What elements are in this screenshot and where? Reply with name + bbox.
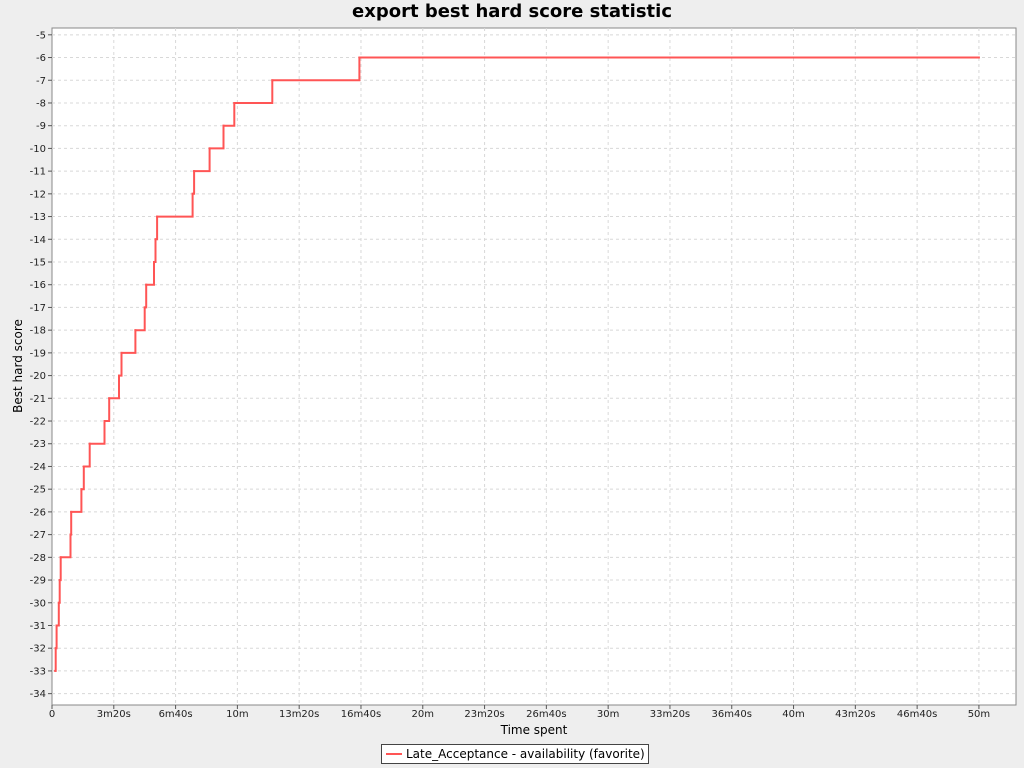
y-tick-label: -31 [30, 621, 46, 632]
y-tick-label: -24 [30, 462, 46, 473]
grid-lines [52, 28, 1016, 705]
y-tick-label: -13 [30, 212, 46, 223]
data-point [191, 192, 194, 195]
x-tick-label: 10m [226, 709, 248, 720]
data-point [55, 624, 58, 627]
legend-swatch [386, 753, 402, 755]
y-tick-label: -20 [30, 371, 46, 382]
legend-label: Late_Acceptance - availability (favorite… [406, 747, 645, 761]
data-point [222, 124, 225, 127]
data-point [88, 442, 91, 445]
data-point [154, 238, 157, 241]
x-tick-label: 30m [597, 709, 619, 720]
legend: Late_Acceptance - availability (favorite… [381, 744, 649, 764]
x-tick-label: 6m40s [159, 709, 193, 720]
x-tick-label: 43m20s [835, 709, 875, 720]
y-tick-label: -34 [30, 689, 46, 700]
chart-title: export best hard score statistic [352, 1, 672, 22]
y-tick-label: -7 [36, 76, 46, 87]
y-tick-label: -19 [30, 348, 46, 359]
y-tick-label: -23 [30, 439, 46, 450]
y-tick-label: -21 [30, 394, 46, 405]
y-tick-label: -33 [30, 666, 46, 677]
x-tick-label: 23m20s [464, 709, 504, 720]
data-point [59, 556, 62, 559]
data-point [233, 102, 236, 104]
y-tick-label: -25 [30, 485, 46, 496]
y-tick-label: -9 [36, 121, 46, 132]
data-point [271, 79, 274, 82]
y-tick-label: -10 [30, 144, 46, 155]
y-tick-label: -32 [30, 644, 46, 655]
x-tick-label: 33m20s [650, 709, 690, 720]
y-tick-label: -11 [30, 167, 46, 178]
x-tick-label: 16m40s [341, 709, 381, 720]
x-tick-label: 26m40s [526, 709, 566, 720]
x-tick-label: 46m40s [897, 709, 937, 720]
x-tick-label: 13m20s [279, 709, 319, 720]
data-point [69, 533, 72, 536]
data-point [120, 351, 123, 354]
data-point [977, 56, 980, 59]
y-tick-label: -8 [36, 98, 46, 109]
data-point [103, 420, 106, 422]
series-line [54, 56, 979, 672]
data-point [208, 147, 211, 150]
data-point [156, 215, 159, 218]
x-axis-label: Time spent [500, 723, 568, 737]
y-tick-label: -27 [30, 530, 46, 541]
y-tick-label: -26 [30, 507, 46, 518]
y-tick-label: -16 [30, 280, 46, 291]
data-point [193, 170, 196, 173]
x-tick-label: 36m40s [712, 709, 752, 720]
y-tick-label: -5 [36, 30, 46, 41]
y-tick-label: -6 [36, 53, 46, 64]
data-point [82, 465, 85, 468]
data-point [54, 669, 57, 672]
y-tick-label: -28 [30, 553, 46, 564]
data-point [358, 56, 361, 59]
plot-background [51, 27, 1017, 706]
series-layer [54, 56, 980, 672]
y-tick-label: -12 [30, 189, 46, 200]
y-tick-label: -29 [30, 576, 46, 587]
data-point [143, 306, 146, 309]
y-tick-label: -14 [30, 235, 46, 246]
y-tick-label: -15 [30, 257, 46, 268]
x-tick-label: 20m [412, 709, 434, 720]
y-axis-label: Best hard score [11, 319, 25, 413]
data-point [80, 488, 83, 491]
x-tick-label: 50m [968, 709, 990, 720]
y-tick-label: -22 [30, 417, 46, 428]
y-tick-label: -18 [30, 326, 46, 337]
x-tick-label: 3m20s [97, 709, 131, 720]
data-point [134, 329, 137, 332]
x-tick-label: 40m [782, 709, 804, 720]
x-tick-label: 0 [49, 709, 55, 720]
data-point [118, 374, 120, 377]
data-point [54, 647, 57, 650]
data-point [153, 261, 155, 263]
data-point [57, 601, 60, 604]
y-tick-label: -30 [30, 598, 46, 609]
data-point [70, 510, 73, 513]
data-point [58, 579, 61, 582]
data-point [108, 397, 111, 400]
data-point [145, 283, 148, 286]
y-tick-label: -17 [30, 303, 46, 314]
axes: 0 3m20s 6m40s 10m 13m20s 16m40s 20m 23m20s 26m40… [30, 30, 991, 720]
